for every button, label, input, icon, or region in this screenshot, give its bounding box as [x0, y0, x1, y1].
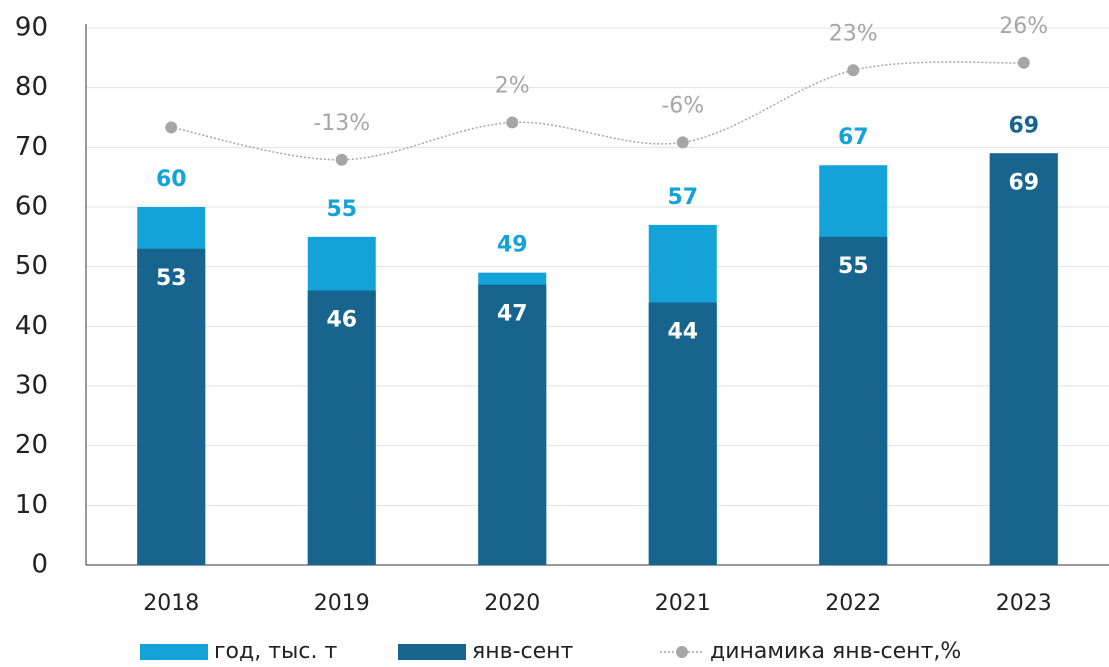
total-label: 57 — [667, 185, 698, 210]
line-label: 2% — [495, 73, 530, 98]
bar — [989, 153, 1058, 566]
bar — [478, 284, 547, 565]
total-label: 60 — [156, 167, 187, 192]
line-marker — [676, 136, 689, 149]
total-label: 49 — [497, 233, 528, 258]
x-tick-label: 2018 — [143, 591, 199, 616]
line-label: -6% — [661, 93, 704, 118]
legend-swatch — [398, 644, 466, 660]
x-tick-label: 2021 — [655, 591, 711, 616]
value-label: 47 — [497, 302, 528, 327]
line-label: 23% — [829, 21, 878, 46]
line-marker — [165, 121, 178, 134]
y-tick-label: 20 — [15, 430, 48, 460]
legend-swatch — [140, 644, 208, 660]
y-tick-label: 80 — [15, 72, 48, 102]
y-tick-label: 90 — [15, 13, 48, 43]
value-label: 44 — [667, 319, 698, 344]
y-tick-label: 70 — [15, 132, 48, 162]
value-label: 46 — [326, 308, 357, 333]
legend-label: год, тыс. т — [214, 639, 337, 664]
legend-marker — [676, 646, 688, 658]
line-marker — [1017, 56, 1030, 69]
bar — [307, 290, 376, 565]
value-label: 55 — [838, 254, 869, 279]
bar — [819, 236, 888, 566]
x-tick-label: 2020 — [484, 591, 540, 616]
line-marker — [506, 116, 519, 129]
y-tick-label: 10 — [15, 490, 48, 520]
x-tick-label: 2023 — [996, 591, 1052, 616]
value-label: 69 — [1008, 170, 1039, 195]
legend-label: янв-сент — [472, 639, 574, 664]
total-label: 55 — [326, 197, 357, 222]
line — [171, 61, 1024, 161]
y-tick-label: 0 — [31, 550, 48, 580]
y-tick-label: 50 — [15, 251, 48, 281]
bar — [648, 302, 717, 565]
y-tick-label: 60 — [15, 192, 48, 222]
total-label: 67 — [838, 125, 869, 150]
value-label: 53 — [156, 266, 187, 291]
x-tick-label: 2019 — [314, 591, 370, 616]
line-label: 26% — [999, 14, 1048, 39]
legend-label: динамика янв-сент,% — [710, 639, 961, 664]
y-tick-label: 40 — [15, 311, 48, 341]
x-tick-label: 2022 — [825, 591, 881, 616]
bar — [137, 248, 206, 565]
line-label: -13% — [313, 111, 370, 136]
total-label: 69 — [1008, 113, 1039, 138]
line-marker — [847, 64, 860, 77]
y-tick-label: 30 — [15, 371, 48, 401]
line-marker — [335, 153, 348, 166]
